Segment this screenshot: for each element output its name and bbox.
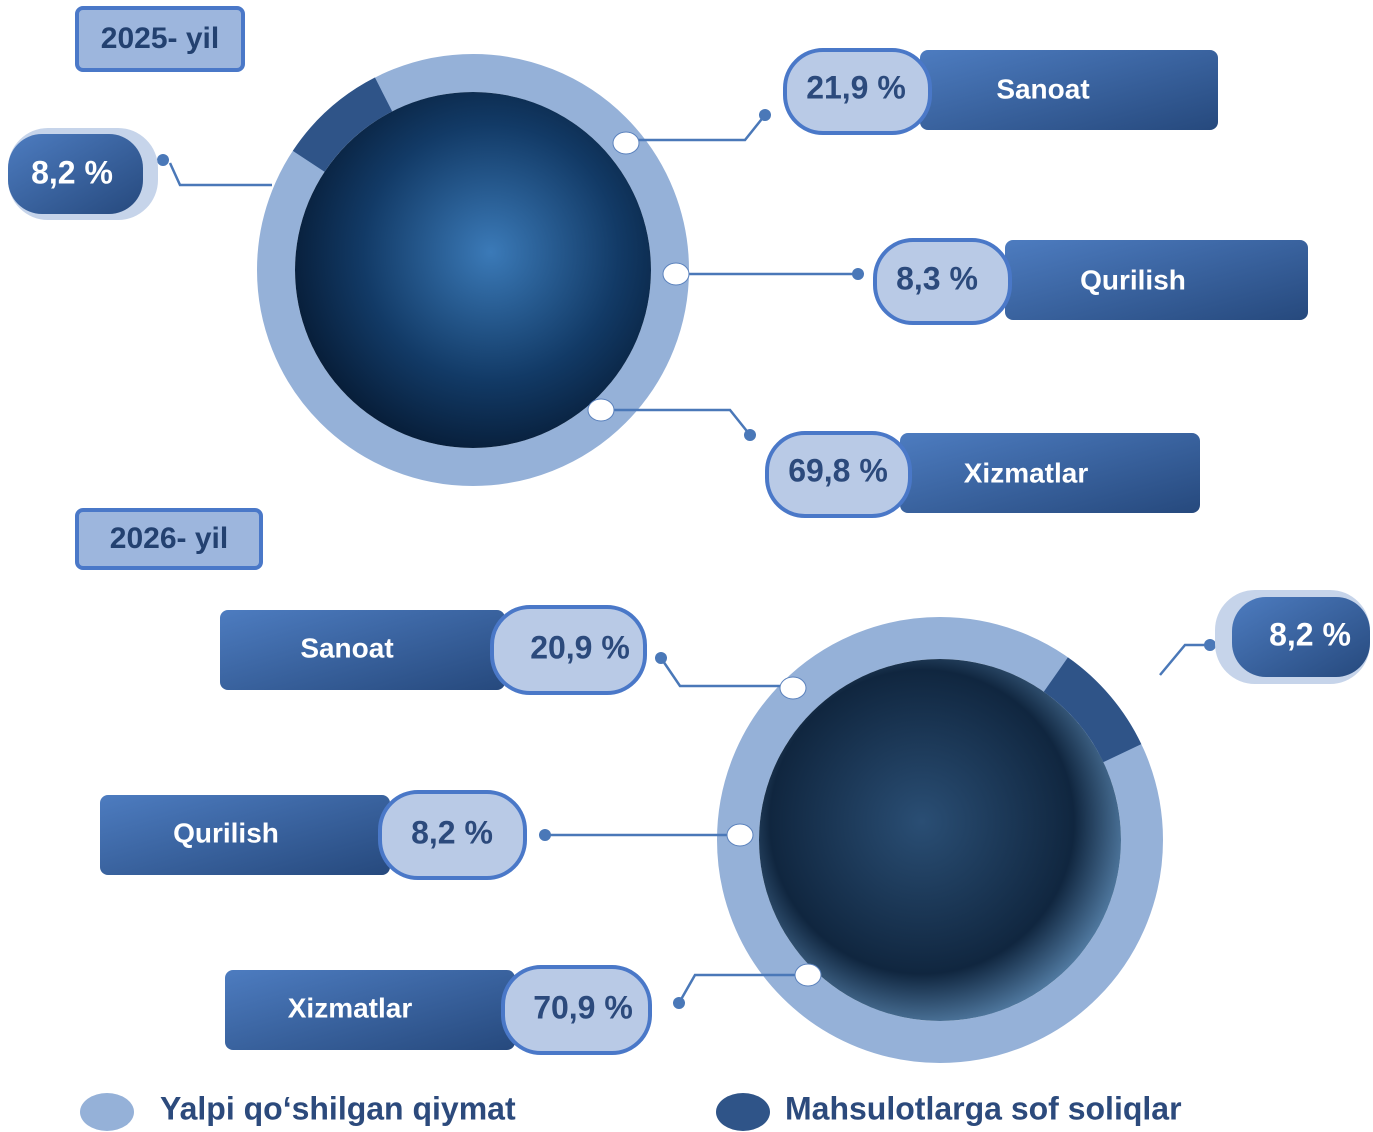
marker [794, 963, 822, 987]
sector-name: Qurilish [1080, 264, 1186, 295]
dot [673, 997, 685, 1009]
tax-pill [1232, 597, 1370, 677]
year-title: 2026- yil [110, 522, 228, 555]
dot [852, 268, 864, 280]
sector-name: Xizmatlar [288, 992, 413, 1023]
marker [612, 131, 640, 155]
tax-arc [292, 77, 393, 173]
sector-box [220, 610, 505, 690]
sector-value: 8,2 % [411, 814, 493, 850]
photo [759, 659, 1121, 1021]
connector [1159, 643, 1210, 676]
marker [779, 676, 807, 700]
value-pill [873, 238, 1012, 325]
marker [662, 262, 690, 286]
tax-label: 8,2 % [1269, 616, 1351, 652]
sector-value: 21,9 % [806, 69, 906, 105]
legend-label: Yalpi qo‘shilgan qiymat [160, 1090, 516, 1126]
value-pill [765, 431, 912, 518]
dot [759, 109, 771, 121]
sector-value: 20,9 % [530, 629, 630, 665]
dot [744, 429, 756, 441]
photo [295, 92, 651, 448]
connector [601, 408, 751, 436]
sector-name: Sanoat [300, 632, 393, 663]
connector [659, 657, 793, 688]
tax-pill [8, 134, 143, 214]
dot [157, 154, 169, 166]
year-box [75, 6, 245, 72]
legend-swatch [716, 1093, 770, 1131]
dot [655, 652, 667, 664]
sector-box [100, 795, 390, 875]
sector-name: Qurilish [173, 817, 279, 848]
legend-label: Mahsulotlarga sof soliqlar [785, 1090, 1182, 1126]
connector [168, 162, 272, 187]
sector-box [1005, 240, 1308, 320]
dot [1204, 639, 1216, 651]
legend-swatch [80, 1093, 134, 1131]
value-pill [378, 790, 527, 880]
marker [587, 398, 615, 422]
connector [626, 114, 766, 142]
value-pill [490, 605, 647, 695]
sector-value: 8,3 % [896, 260, 978, 296]
year-title: 2025- yil [101, 22, 219, 55]
sector-box [900, 433, 1200, 513]
sector-name: Xizmatlar [964, 457, 1089, 488]
tax-arc [1043, 657, 1142, 763]
tax-label: 8,2 % [31, 154, 113, 190]
marker [726, 823, 754, 847]
year-box [75, 508, 263, 570]
sector-value: 70,9 % [533, 989, 633, 1025]
dot [539, 829, 551, 841]
value-pill [783, 48, 932, 135]
sector-value: 69,8 % [788, 452, 888, 488]
sector-box [225, 970, 515, 1050]
sector-name: Sanoat [996, 73, 1089, 104]
connector [677, 973, 808, 1004]
sector-box [920, 50, 1218, 130]
value-pill [501, 965, 652, 1055]
